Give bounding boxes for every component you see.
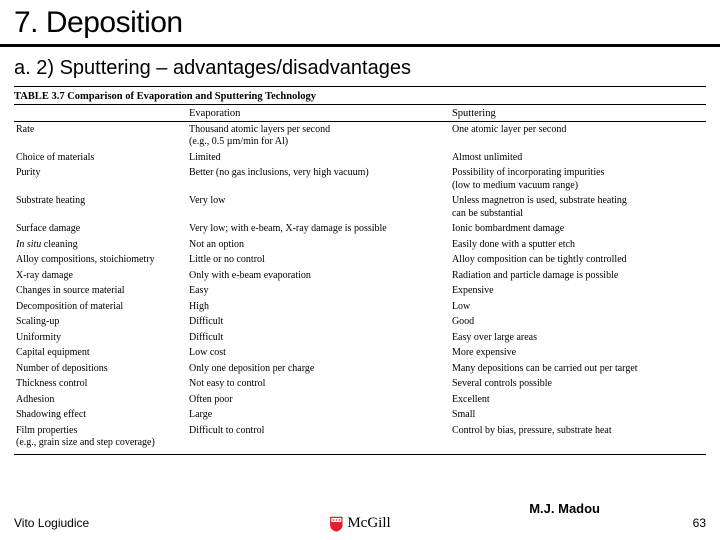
table-row: In situ cleaningNot an optionEasily done… <box>14 237 706 253</box>
table-cell: Easy over large areas <box>450 330 706 346</box>
table-row: RateThousand atomic layers per second(e.… <box>14 122 706 151</box>
table-cell: Radiation and particle damage is possibl… <box>450 268 706 284</box>
mcgill-shield-icon <box>329 516 343 532</box>
table-cell: Alloy compositions, stoichiometry <box>14 253 187 269</box>
table-row: Surface damageVery low; with e-beam, X-r… <box>14 222 706 238</box>
table-row: AdhesionOften poorExcellent <box>14 392 706 408</box>
table-cell: Not an option <box>187 237 450 253</box>
table-cell: Decomposition of material <box>14 299 187 315</box>
table-cell: Good <box>450 315 706 331</box>
table-cell: Choice of materials <box>14 150 187 166</box>
table-cell: Control by bias, pressure, substrate hea… <box>450 423 706 454</box>
table-cell: Difficult <box>187 315 450 331</box>
table-row: Shadowing effectLargeSmall <box>14 408 706 424</box>
table-header-property <box>14 105 187 122</box>
table-cell: Thousand atomic layers per second(e.g., … <box>187 122 450 151</box>
table-row: UniformityDifficultEasy over large areas <box>14 330 706 346</box>
table-row: Thickness controlNot easy to controlSeve… <box>14 377 706 393</box>
slide-footer: Vito Logiudice McGill M.J. Madou 63 <box>0 508 720 532</box>
footer-author: Vito Logiudice <box>14 516 89 530</box>
table-cell: Film properties(e.g., grain size and ste… <box>14 423 187 454</box>
table-cell: High <box>187 299 450 315</box>
table-cell: Ionic bombardment damage <box>450 222 706 238</box>
table-cell: Not easy to control <box>187 377 450 393</box>
table-cell: Purity <box>14 166 187 194</box>
table-cell: Large <box>187 408 450 424</box>
table-cell: Small <box>450 408 706 424</box>
table-cell: Often poor <box>187 392 450 408</box>
table-row: Changes in source materialEasyExpensive <box>14 284 706 300</box>
table-cell: Possibility of incorporating impurities(… <box>450 166 706 194</box>
table-cell: Many depositions can be carried out per … <box>450 361 706 377</box>
table-caption: TABLE 3.7 Comparison of Evaporation and … <box>14 86 706 105</box>
table-header-evaporation: Evaporation <box>187 105 450 122</box>
table-cell: Low <box>450 299 706 315</box>
table-cell: Substrate heating <box>14 194 187 222</box>
table-cell: More expensive <box>450 346 706 362</box>
table-cell: Little or no control <box>187 253 450 269</box>
table-cell: Alloy composition can be tightly control… <box>450 253 706 269</box>
table-cell: Only with e-beam evaporation <box>187 268 450 284</box>
table-header-row: Evaporation Sputtering <box>14 105 706 122</box>
table-row: Choice of materialsLimitedAlmost unlimit… <box>14 150 706 166</box>
table-cell: Better (no gas inclusions, very high vac… <box>187 166 450 194</box>
comparison-table: Evaporation Sputtering RateThousand atom… <box>14 105 706 455</box>
table-cell: Surface damage <box>14 222 187 238</box>
table-cell: Unless magnetron is used, substrate heat… <box>450 194 706 222</box>
table-cell: X-ray damage <box>14 268 187 284</box>
table-cell: Difficult <box>187 330 450 346</box>
table-cell: Rate <box>14 122 187 151</box>
table-row: Scaling-upDifficultGood <box>14 315 706 331</box>
table-cell: Low cost <box>187 346 450 362</box>
table-row: Film properties(e.g., grain size and ste… <box>14 423 706 454</box>
table-cell: Very low; with e-beam, X-ray damage is p… <box>187 222 450 238</box>
table-cell: Changes in source material <box>14 284 187 300</box>
mcgill-text: McGill <box>347 515 390 532</box>
table-cell: Difficult to control <box>187 423 450 454</box>
slide-title: 7. Deposition <box>0 0 720 47</box>
table-row: Capital equipmentLow costMore expensive <box>14 346 706 362</box>
footer-page-number: 63 <box>693 516 706 530</box>
table-cell: Thickness control <box>14 377 187 393</box>
table-row: Decomposition of materialHighLow <box>14 299 706 315</box>
table-cell: One atomic layer per second <box>450 122 706 151</box>
table-cell: Very low <box>187 194 450 222</box>
table-cell: Capital equipment <box>14 346 187 362</box>
table-row: X-ray damageOnly with e-beam evaporation… <box>14 268 706 284</box>
slide-subtitle: a. 2) Sputtering – advantages/disadvanta… <box>0 47 720 86</box>
table-cell: Scaling-up <box>14 315 187 331</box>
table-cell: Excellent <box>450 392 706 408</box>
table-cell: Number of depositions <box>14 361 187 377</box>
table-cell: Almost unlimited <box>450 150 706 166</box>
table-row: Number of depositionsOnly one deposition… <box>14 361 706 377</box>
table-cell: Limited <box>187 150 450 166</box>
footer-logo: McGill <box>329 515 390 532</box>
table-cell: Easily done with a sputter etch <box>450 237 706 253</box>
table-cell: Expensive <box>450 284 706 300</box>
table-header-sputtering: Sputtering <box>450 105 706 122</box>
table-row: PurityBetter (no gas inclusions, very hi… <box>14 166 706 194</box>
table-row: Substrate heatingVery lowUnless magnetro… <box>14 194 706 222</box>
table-cell: Easy <box>187 284 450 300</box>
table-cell: Several controls possible <box>450 377 706 393</box>
comparison-table-region: TABLE 3.7 Comparison of Evaporation and … <box>0 86 720 455</box>
table-cell: Uniformity <box>14 330 187 346</box>
table-cell: Shadowing effect <box>14 408 187 424</box>
table-cell: In situ cleaning <box>14 237 187 253</box>
footer-credit: M.J. Madou <box>529 501 600 516</box>
table-row: Alloy compositions, stoichiometryLittle … <box>14 253 706 269</box>
table-cell: Only one deposition per charge <box>187 361 450 377</box>
table-cell: Adhesion <box>14 392 187 408</box>
